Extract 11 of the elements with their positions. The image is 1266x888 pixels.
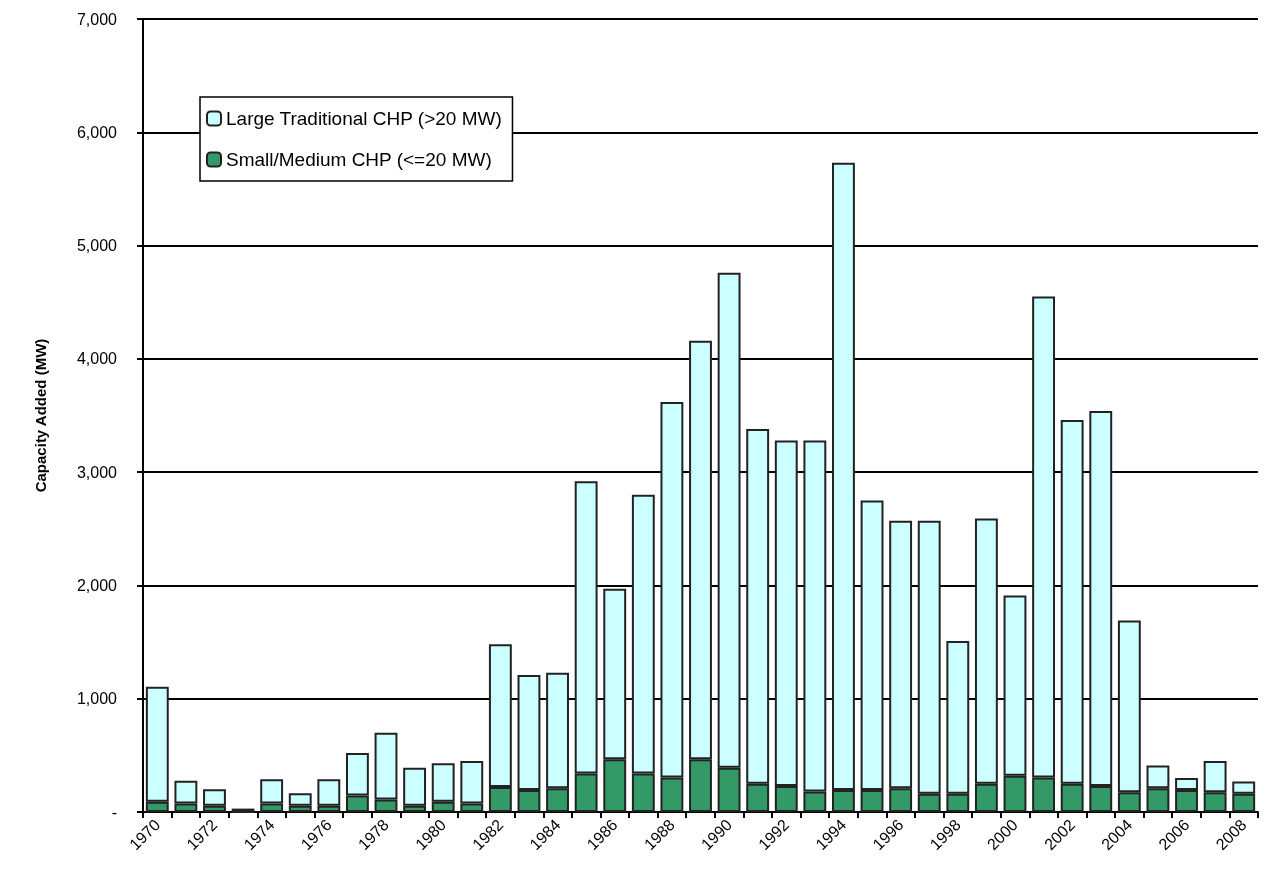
y-tick-label: 5,000 xyxy=(76,237,118,255)
legend-label: Large Traditional CHP (>20 MW) xyxy=(226,108,502,129)
y-tick-label: 2,000 xyxy=(76,576,118,594)
y-tick-label: 1,000 xyxy=(76,690,118,708)
y-tick-label: - xyxy=(111,803,117,821)
y-tick-label: 3,000 xyxy=(76,463,118,481)
legend-label: Small/Medium CHP (<=20 MW) xyxy=(226,149,492,170)
y-tick-label: 4,000 xyxy=(76,350,118,368)
y-tick-label: 7,000 xyxy=(76,10,118,28)
y-tick-label: 6,000 xyxy=(76,123,118,141)
y-axis-title: Capacity Added (MW) xyxy=(32,338,49,493)
